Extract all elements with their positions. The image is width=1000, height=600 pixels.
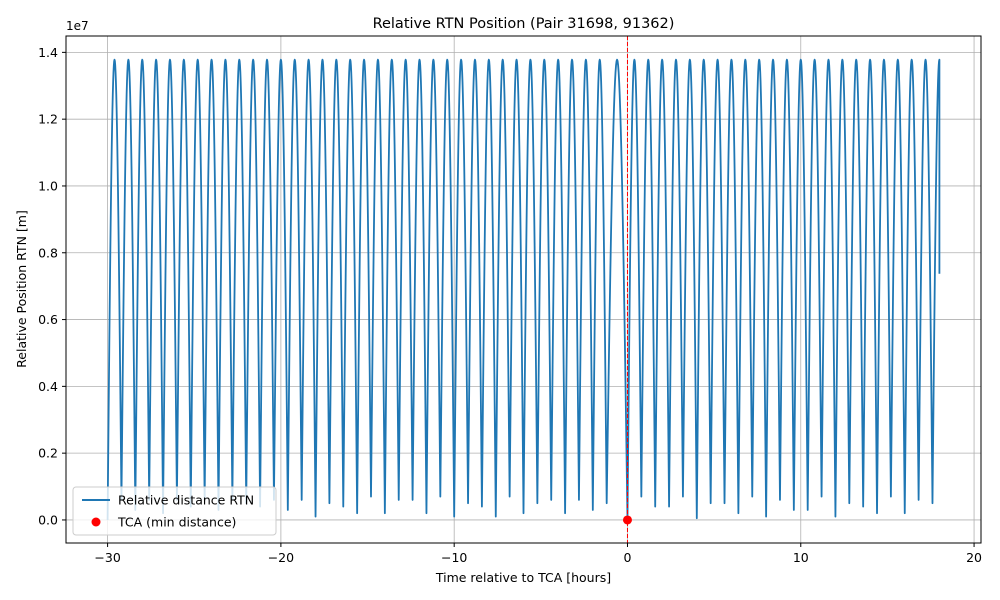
y-tick-label: 0.0 bbox=[38, 512, 58, 527]
y-axis-offset-label: 1e7 bbox=[66, 19, 89, 33]
y-tick-label: 0.8 bbox=[38, 245, 58, 260]
y-axis-ticks: 0.0 0.2 0.4 0.6 0.8 1.0 1.2 1.4 bbox=[38, 45, 66, 527]
legend-box bbox=[72, 486, 277, 536]
y-tick-label: 0.6 bbox=[38, 312, 58, 327]
legend-label-tca: TCA (min distance) bbox=[117, 515, 236, 530]
y-tick-label: 0.2 bbox=[38, 446, 58, 461]
x-tick-label: 10 bbox=[793, 550, 809, 565]
x-tick-label: −20 bbox=[268, 550, 294, 565]
plot-frame bbox=[65, 35, 982, 544]
chart-title: Relative RTN Position (Pair 31698, 91362… bbox=[373, 16, 675, 32]
legend-marker-swatch bbox=[91, 517, 101, 527]
series-line-relative-distance bbox=[106, 58, 941, 521]
y-tick-label: 1.4 bbox=[38, 45, 58, 60]
plot-content bbox=[106, 36, 941, 543]
tca-point bbox=[622, 515, 632, 525]
x-tick-label: −30 bbox=[94, 550, 120, 565]
x-tick-label: 0 bbox=[624, 550, 632, 565]
y-tick-label: 0.4 bbox=[38, 379, 58, 394]
y-axis-label: Relative Position RTN [m] bbox=[14, 210, 29, 368]
x-tick-label: 20 bbox=[966, 550, 982, 565]
x-tick-label: −10 bbox=[441, 550, 467, 565]
x-axis-ticks: −30 −20 −10 0 10 20 bbox=[94, 543, 982, 565]
x-axis-label: Time relative to TCA [hours] bbox=[435, 570, 611, 585]
legend-label-series: Relative distance RTN bbox=[118, 493, 254, 508]
legend: Relative distance RTN TCA (min distance) bbox=[72, 486, 277, 536]
y-tick-label: 1.0 bbox=[38, 178, 58, 193]
y-tick-label: 1.2 bbox=[38, 112, 58, 127]
